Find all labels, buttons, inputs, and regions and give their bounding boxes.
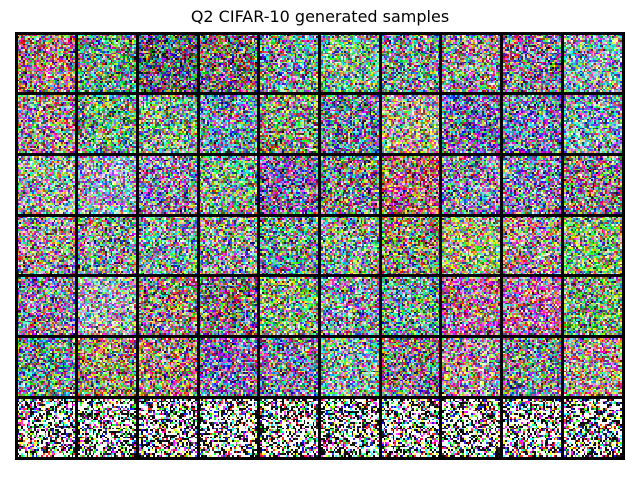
sample-grid [15,32,625,460]
generated-samples-image [15,32,625,460]
figure-title: Q2 CIFAR-10 generated samples [190,7,450,26]
